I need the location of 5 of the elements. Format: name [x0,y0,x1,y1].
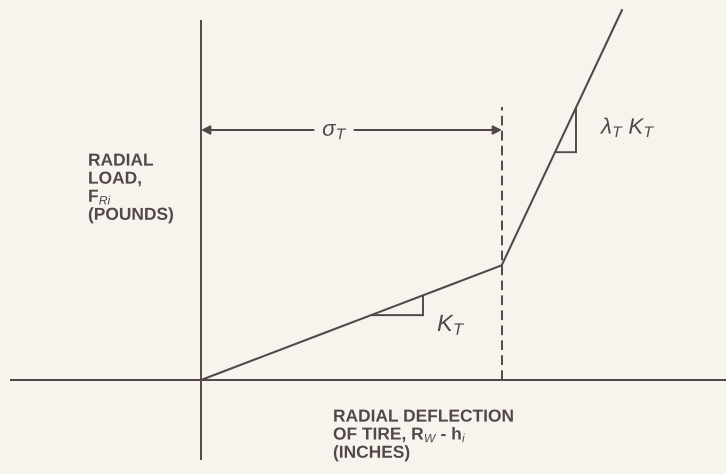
y-axis-title: RADIAL LOAD, F$_{Ri}$ (POUNDS) [88,154,173,224]
annotation: σ$_{T}$ [322,124,346,140]
text: RADIAL DEFLECTION OF TIRE, R$_{W}$ - h$_{i}$ (INCHES) [334,409,513,462]
annotation: λ$_{T}$ K$_{T}$ [600,118,654,138]
annotation: K$_{T}$ [438,314,464,335]
